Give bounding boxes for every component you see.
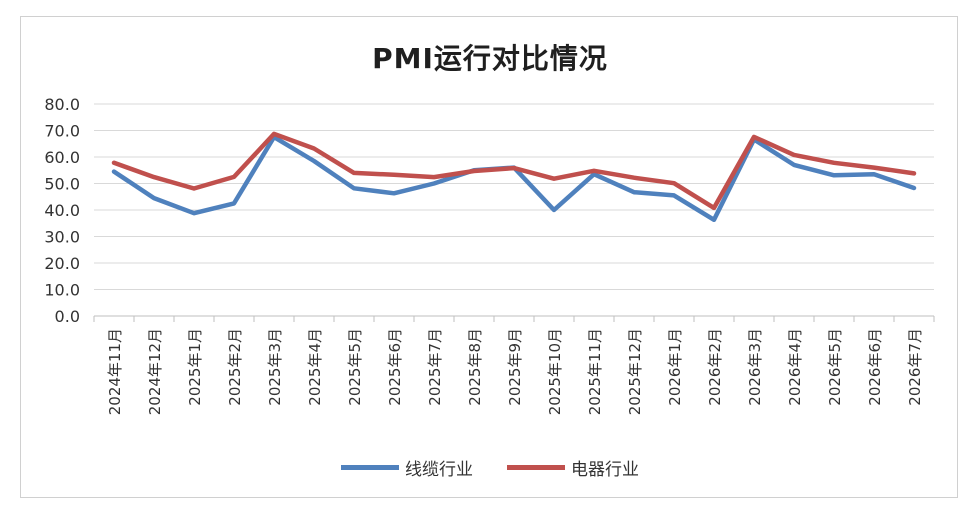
x-tick-label: 2026年2月 — [706, 328, 724, 406]
x-tick-label: 2026年4月 — [786, 328, 804, 406]
x-tick-label: 2025年11月 — [586, 328, 604, 415]
y-tick-label: 60.0 — [44, 148, 80, 167]
y-tick-label: 70.0 — [44, 122, 80, 141]
y-tick-label: 40.0 — [44, 201, 80, 220]
series-line-2 — [111, 131, 917, 211]
y-tick-label: 10.0 — [44, 281, 80, 300]
x-tick-label: 2025年4月 — [306, 328, 324, 406]
y-tick-label: 20.0 — [44, 254, 80, 273]
x-tick-label: 2026年7月 — [906, 328, 924, 406]
x-tick-label: 2025年12月 — [626, 328, 644, 415]
x-tick-label: 2024年12月 — [146, 328, 164, 415]
x-tick-label: 2025年7月 — [426, 328, 444, 406]
y-tick-label: 50.0 — [44, 175, 80, 194]
x-tick-label: 2025年5月 — [346, 328, 364, 406]
x-tick-label: 2025年1月 — [186, 328, 204, 406]
legend-label-series-1: 线缆行业 — [405, 460, 473, 480]
legend-swatch-series-2 — [507, 465, 565, 470]
y-tick-label: 80.0 — [44, 95, 80, 114]
x-tick-label: 2025年8月 — [466, 328, 484, 406]
x-tick-label: 2026年5月 — [826, 328, 844, 406]
x-tick-label: 2025年9月 — [506, 328, 524, 406]
x-tick-label: 2024年11月 — [106, 328, 124, 415]
y-tick-label: 30.0 — [44, 228, 80, 247]
legend-swatch-series-1 — [341, 465, 399, 470]
x-tick-label: 2026年6月 — [866, 328, 884, 406]
x-tick-label: 2025年2月 — [226, 328, 244, 406]
x-tick-label: 2026年1月 — [666, 328, 684, 406]
x-tick-label: 2025年6月 — [386, 328, 404, 406]
legend-label-series-2: 电器行业 — [571, 460, 639, 480]
y-tick-label: 0.0 — [55, 307, 80, 326]
x-tick-label: 2025年3月 — [266, 328, 284, 406]
legend: 线缆行业 电器行业 — [0, 455, 980, 480]
x-tick-label: 2026年3月 — [746, 328, 764, 406]
chart-frame — [20, 16, 958, 498]
x-tick-label: 2025年10月 — [546, 328, 564, 415]
legend-item-series-1: 线缆行业 — [341, 455, 473, 480]
legend-item-series-2: 电器行业 — [507, 455, 639, 480]
chart-title: PMI运行对比情况 — [372, 42, 608, 75]
